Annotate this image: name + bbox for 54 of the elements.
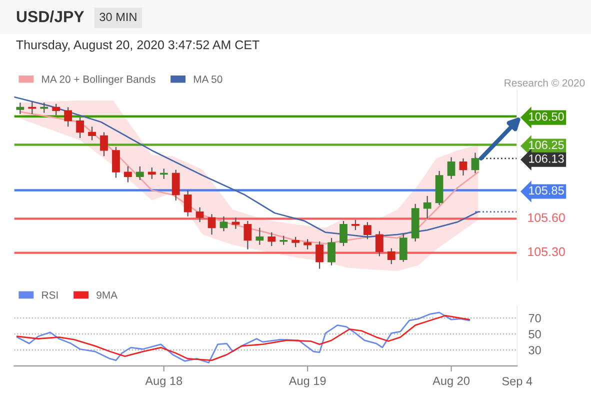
candlestick (16, 102, 24, 115)
y-tick-label: 105.85 (529, 186, 564, 195)
candlestick (340, 220, 348, 247)
candlestick (256, 227, 264, 246)
legend-label: MA 50 (194, 76, 222, 83)
candlestick (112, 146, 120, 178)
legend-label: MA 20 + Bollinger Bands (42, 75, 156, 85)
candlestick (220, 216, 228, 232)
candlestick (244, 220, 252, 250)
candlestick (447, 156, 456, 180)
candlestick (196, 206, 204, 223)
text: Sep 4 (502, 376, 532, 388)
y-tick-label: 30 (528, 346, 541, 354)
x-tick-label: Aug 19 (288, 376, 326, 388)
candlestick (124, 166, 132, 183)
candlestick (292, 236, 300, 248)
candlestick (328, 237, 336, 266)
candlestick (64, 106, 72, 128)
candlestick (100, 132, 108, 157)
candlestick (76, 116, 84, 138)
candlestick (459, 158, 468, 176)
candlestick (268, 232, 276, 247)
y-tick-label: 50 (528, 330, 541, 338)
candlestick (399, 232, 408, 262)
candlestick (316, 240, 324, 270)
chart-title: USD/JPY (16, 10, 84, 22)
candlestick (387, 248, 396, 265)
ref-line-label: 105.30 (528, 247, 565, 256)
candlestick (184, 190, 192, 217)
candlestick (304, 238, 312, 250)
candlestick (280, 235, 288, 246)
candlestick (471, 152, 480, 174)
chart-subtitle: Thursday, August 20, 2020 3:47:52 AM CET (16, 40, 260, 52)
text: 30 MIN (100, 12, 136, 22)
candlestick (423, 195, 432, 220)
candlestick (172, 169, 180, 202)
y-tick-label: 70 (528, 314, 541, 322)
y-tick-label: 106.13 (529, 154, 564, 163)
candlestick (208, 214, 216, 236)
candlestick (52, 103, 60, 116)
candlestick (136, 166, 144, 181)
candlestick (148, 166, 156, 180)
y-tick-label: 106.25 (529, 140, 564, 150)
candlestick (375, 230, 384, 257)
candlestick (352, 219, 360, 231)
text: Research © 2020 (504, 78, 585, 87)
candlestick (88, 126, 96, 141)
x-tick-label: Aug 20 (432, 376, 470, 388)
legend-label: 9MA (96, 291, 118, 299)
legend-label: RSI (42, 291, 58, 299)
candlestick (364, 222, 372, 240)
y-tick-label: 106.50 (529, 112, 564, 121)
x-tick-label: Aug 18 (145, 376, 182, 388)
ref-line-label: 105.60 (528, 213, 565, 222)
